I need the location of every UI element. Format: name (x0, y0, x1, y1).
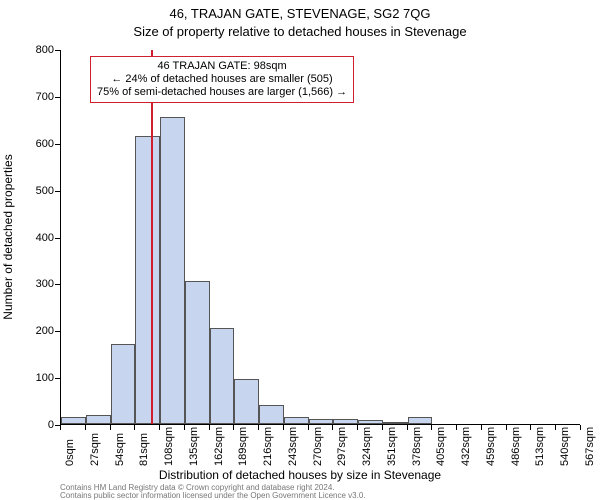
x-tick-mark (159, 425, 160, 430)
x-tick-mark (110, 425, 111, 430)
x-tick-mark (506, 425, 507, 430)
y-tick-label: 0 (4, 419, 54, 431)
histogram-bar (309, 419, 334, 424)
y-tick-label: 600 (4, 138, 54, 150)
x-tick-mark (407, 425, 408, 430)
x-tick-label: 0sqm (64, 439, 76, 466)
chart-root: { "header": { "address": "46, TRAJAN GAT… (0, 0, 600, 500)
x-tick-mark (85, 425, 86, 430)
x-tick-mark (233, 425, 234, 430)
y-tick-mark (55, 331, 60, 332)
x-axis-label: Distribution of detached houses by size … (0, 468, 600, 482)
x-tick-mark (332, 425, 333, 430)
x-tick-mark (382, 425, 383, 430)
x-tick-label: 54sqm (114, 433, 126, 466)
y-tick-mark (55, 144, 60, 145)
x-tick-label: 216sqm (262, 427, 274, 466)
x-tick-label: 135sqm (188, 427, 200, 466)
x-tick-label: 513sqm (534, 427, 546, 466)
x-tick-label: 540sqm (559, 427, 571, 466)
x-tick-label: 297sqm (336, 427, 348, 466)
x-tick-mark (530, 425, 531, 430)
x-tick-label: 243sqm (287, 427, 299, 466)
x-tick-label: 162sqm (213, 427, 225, 466)
y-tick-label: 800 (4, 44, 54, 56)
x-tick-label: 351sqm (386, 427, 398, 466)
y-tick-label: 300 (4, 278, 54, 290)
reference-line (151, 50, 153, 424)
callout-line: ← 24% of detached houses are smaller (50… (97, 73, 347, 86)
chart-title-subtitle: Size of property relative to detached ho… (0, 24, 600, 39)
histogram-bar (135, 136, 160, 424)
x-tick-mark (258, 425, 259, 430)
histogram-bar (210, 328, 235, 424)
histogram-bar (408, 417, 433, 424)
x-tick-mark (580, 425, 581, 430)
x-tick-mark (184, 425, 185, 430)
x-tick-mark (134, 425, 135, 430)
x-tick-mark (209, 425, 210, 430)
y-tick-label: 700 (4, 91, 54, 103)
histogram-bar (185, 281, 210, 424)
x-tick-mark (481, 425, 482, 430)
x-tick-label: 270sqm (312, 427, 324, 466)
x-tick-label: 108sqm (163, 427, 175, 466)
x-tick-label: 189sqm (237, 427, 249, 466)
footer-attribution: Contains HM Land Registry data © Crown c… (60, 484, 366, 500)
histogram-bar (86, 415, 111, 424)
y-tick-mark (55, 191, 60, 192)
callout-line: 46 TRAJAN GATE: 98sqm (97, 60, 347, 73)
histogram-bar (61, 417, 86, 424)
y-tick-mark (55, 50, 60, 51)
x-tick-label: 324sqm (361, 427, 373, 466)
x-tick-label: 378sqm (411, 427, 423, 466)
y-tick-mark (55, 238, 60, 239)
x-tick-label: 486sqm (510, 427, 522, 466)
plot-area (60, 50, 580, 425)
x-tick-mark (308, 425, 309, 430)
histogram-bar (358, 420, 383, 424)
y-tick-label: 100 (4, 372, 54, 384)
y-tick-mark (55, 97, 60, 98)
x-tick-label: 432sqm (460, 427, 472, 466)
histogram-bar (284, 417, 309, 424)
histogram-bar (383, 422, 408, 424)
x-tick-mark (555, 425, 556, 430)
y-tick-label: 500 (4, 185, 54, 197)
callout-box: 46 TRAJAN GATE: 98sqm← 24% of detached h… (90, 56, 354, 103)
callout-line: 75% of semi-detached houses are larger (… (97, 86, 347, 99)
x-tick-mark (456, 425, 457, 430)
x-tick-label: 405sqm (435, 427, 447, 466)
x-tick-label: 27sqm (89, 433, 101, 466)
histogram-bar (160, 117, 185, 424)
y-tick-mark (55, 284, 60, 285)
histogram-bar (259, 405, 284, 424)
y-tick-label: 200 (4, 325, 54, 337)
histogram-bar (111, 344, 136, 424)
x-tick-label: 567sqm (584, 427, 596, 466)
x-tick-mark (60, 425, 61, 430)
x-tick-mark (283, 425, 284, 430)
x-tick-mark (431, 425, 432, 430)
y-tick-label: 400 (4, 232, 54, 244)
x-tick-label: 459sqm (485, 427, 497, 466)
histogram-bar (234, 379, 259, 424)
x-tick-label: 81sqm (138, 433, 150, 466)
chart-title-address: 46, TRAJAN GATE, STEVENAGE, SG2 7QG (0, 6, 600, 21)
y-tick-mark (55, 378, 60, 379)
x-tick-mark (357, 425, 358, 430)
histogram-bar (333, 419, 358, 424)
